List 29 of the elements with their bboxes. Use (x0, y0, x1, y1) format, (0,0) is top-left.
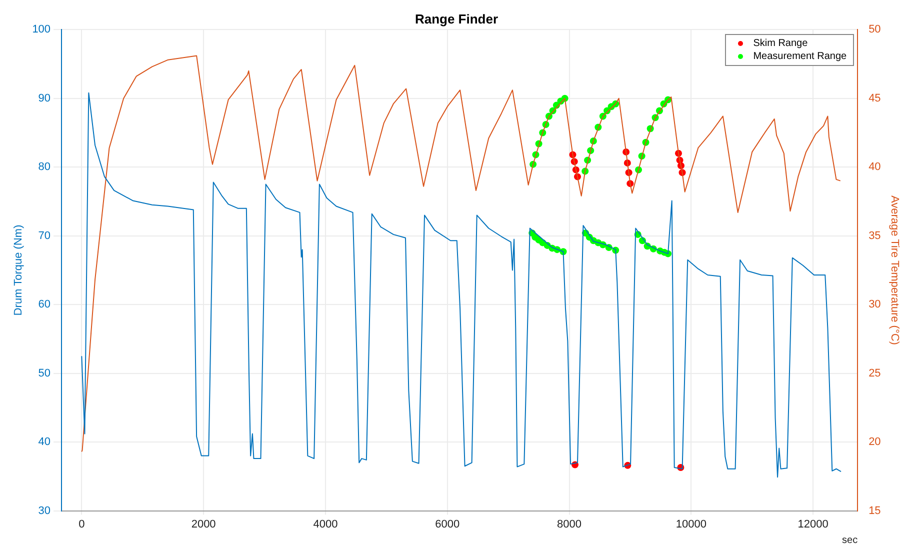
legend-label: Measurement Range (753, 50, 847, 63)
y-tick-label: 80 (38, 161, 51, 174)
x-tick-label: 12000 (798, 518, 828, 530)
y-axis-title: Drum Torque (Nm) (12, 224, 25, 316)
y-tick-label: 70 (38, 230, 51, 242)
chart-title: Range Finder (414, 11, 498, 26)
x-tick-label: 8000 (557, 518, 582, 530)
y2-tick-label: 15 (868, 504, 881, 517)
x-tick-label: 2000 (191, 518, 216, 530)
y2-tick-label: 40 (868, 161, 881, 174)
y2-tick-label: 35 (868, 230, 881, 242)
y-tick-label: 100 (32, 24, 51, 36)
x-tick-label: 0 (78, 518, 85, 530)
x-tick-label: 6000 (435, 518, 460, 530)
x-tick-label: 10000 (676, 518, 706, 530)
y-tick-label: 60 (38, 298, 51, 311)
x-tick-label: 4000 (313, 518, 338, 530)
y2-tick-label: 50 (868, 24, 881, 36)
y2-axis-title: Average Tire Temperature (°C) (888, 195, 900, 345)
y2-tick-label: 30 (868, 298, 881, 311)
y2-tick-label: 25 (868, 367, 881, 380)
y2-tick-label: 45 (868, 92, 881, 104)
y-tick-label: 40 (38, 436, 51, 448)
y-tick-label: 50 (38, 367, 51, 380)
y-tick-label: 90 (38, 92, 51, 104)
x-axis-title: sec (842, 534, 858, 546)
y2-tick-label: 20 (868, 436, 881, 448)
legend-label: Skim Range (753, 36, 808, 50)
y-tick-label: 30 (38, 504, 51, 517)
